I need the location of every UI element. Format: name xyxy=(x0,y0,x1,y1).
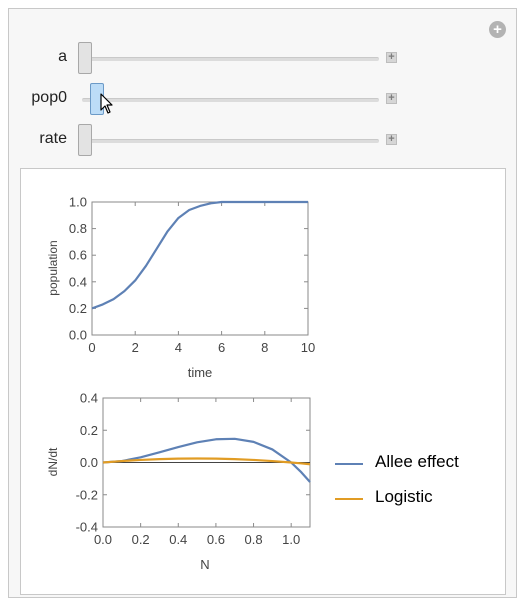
output-area xyxy=(20,168,506,595)
legend-swatch-logistic xyxy=(335,498,363,500)
slider-thumb-a[interactable] xyxy=(78,42,92,74)
slider-thumb-rate[interactable] xyxy=(78,124,92,156)
control-label-a: a xyxy=(58,48,67,65)
control-label-rate: rate xyxy=(39,130,67,147)
mouse-pointer-icon xyxy=(100,93,113,114)
slider-track-pop0[interactable] xyxy=(82,98,379,102)
slider-track-a[interactable] xyxy=(82,57,379,61)
slider-track-rate[interactable] xyxy=(82,139,379,143)
legend-label-allee: Allee effect xyxy=(375,452,459,471)
legend-swatch-allee xyxy=(335,463,363,465)
legend: Allee effect Logistic xyxy=(335,452,485,522)
legend-label-logistic: Logistic xyxy=(375,487,433,506)
expand-controls-icon-a[interactable]: + xyxy=(386,52,397,63)
control-row-a: a + xyxy=(0,41,527,75)
control-row-pop0: pop0 + xyxy=(0,82,527,116)
expand-controls-icon-pop0[interactable]: + xyxy=(386,93,397,104)
control-label-pop0: pop0 xyxy=(31,89,67,106)
expand-controls-icon-rate[interactable]: + xyxy=(386,134,397,145)
add-options-icon[interactable]: + xyxy=(489,21,506,38)
control-row-rate: rate + xyxy=(0,123,527,157)
